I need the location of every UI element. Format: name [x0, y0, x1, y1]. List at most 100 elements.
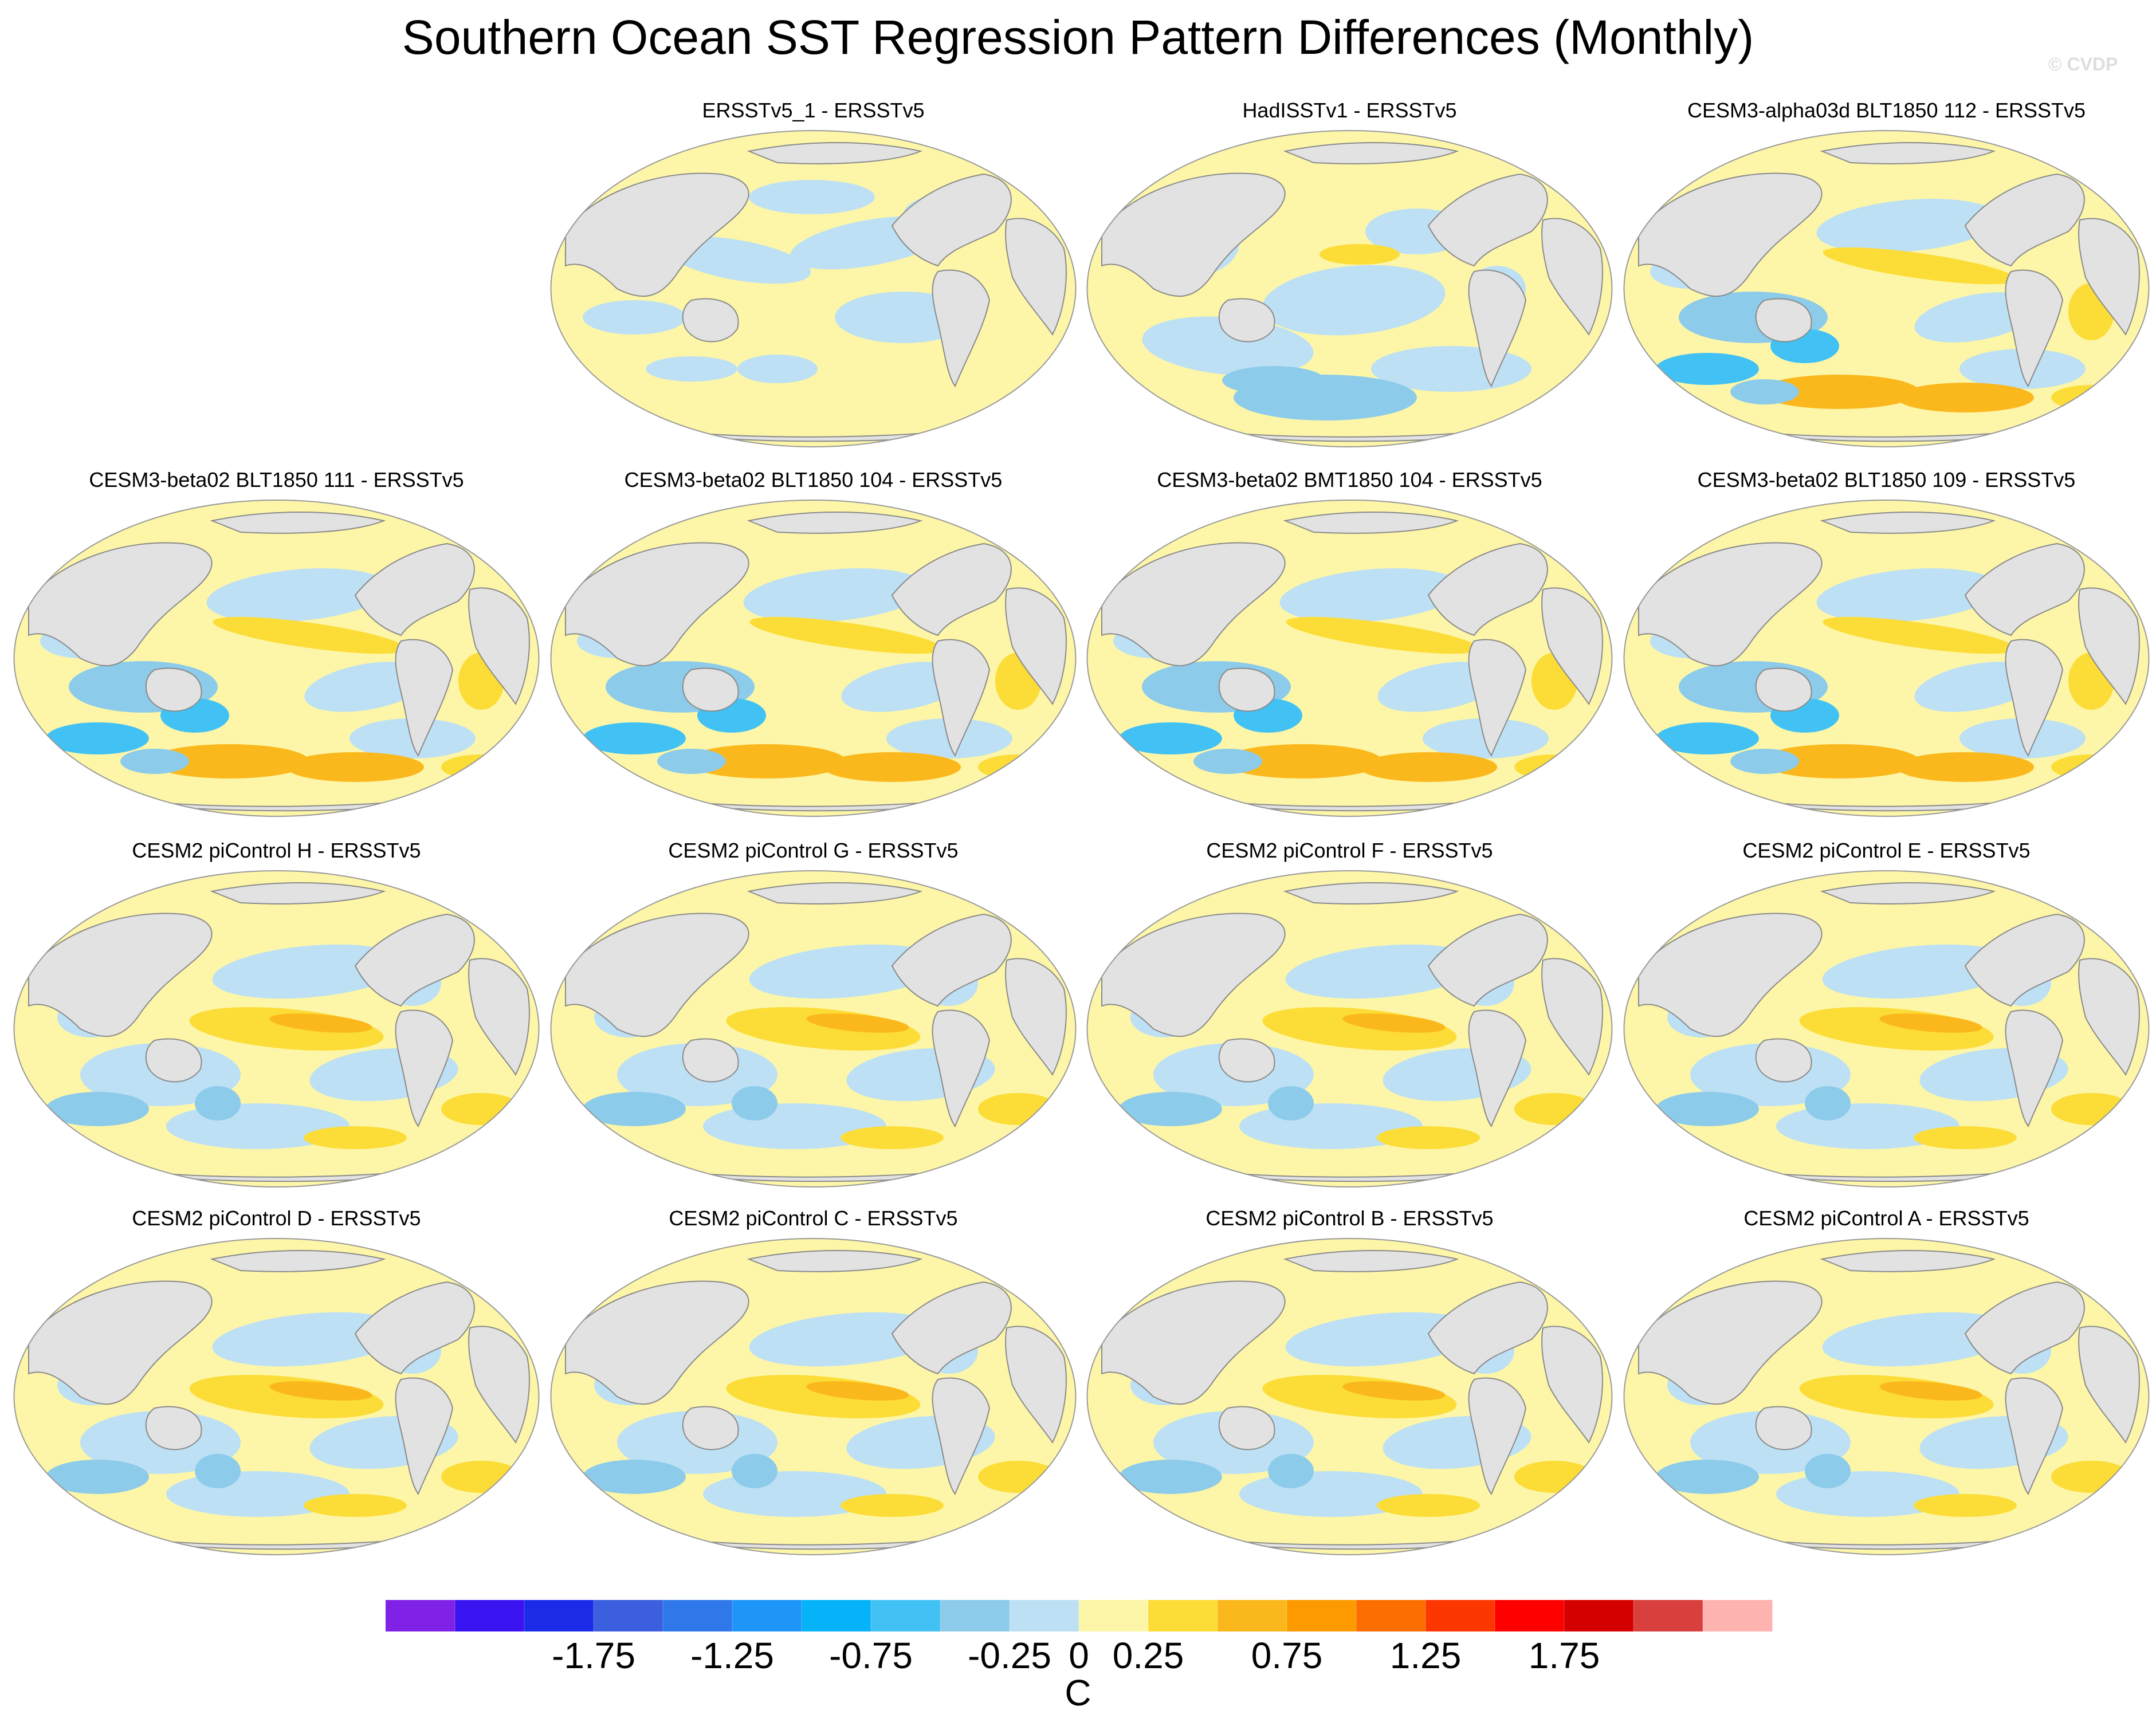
anomaly-region [441, 754, 521, 780]
anomaly-region [1914, 1126, 2017, 1149]
asia-landmass [28, 913, 213, 1037]
australia-landmass [1218, 1406, 1275, 1450]
north-america-landmass [1427, 542, 1548, 636]
anomaly-region [1816, 199, 2000, 253]
south-america-landmass [1468, 269, 1527, 388]
map-panel: CESM2 piControl E - ERSSTv5 [1621, 838, 2151, 1193]
map-panel: CESM2 piControl H - ERSSTv5 [11, 838, 541, 1193]
robinson-map [13, 1238, 540, 1555]
anomaly-region [806, 1013, 909, 1033]
colorbar-swatch [802, 1600, 871, 1631]
australia-landmass [682, 1038, 739, 1083]
colorbar-tick-label: 1.75 [1528, 1635, 1600, 1676]
map-border [1086, 130, 1613, 447]
anomaly-region [1823, 247, 2016, 285]
australia-landmass [145, 1406, 202, 1450]
anomaly-region [1119, 1092, 1222, 1126]
africa-landmass [2078, 218, 2140, 336]
anomaly-region [1193, 749, 1262, 774]
arctic-landmass [1283, 142, 1459, 164]
robinson-map [1623, 1238, 2150, 1555]
asia-landmass [565, 172, 749, 297]
africa-landmass [1005, 587, 1067, 705]
robinson-map [550, 130, 1077, 447]
anomaly-region [1730, 379, 1799, 404]
panel-title: CESM2 piControl F - ERSSTv5 [1206, 839, 1493, 862]
colorbar-swatch [1564, 1600, 1634, 1631]
anomaly-region [1268, 1086, 1314, 1120]
anomaly-region [1342, 1381, 1446, 1401]
anomaly-region [213, 616, 406, 654]
anomaly-region [841, 1126, 944, 1149]
africa-landmass [1541, 587, 1603, 705]
anomaly-region [1285, 944, 1480, 999]
south-america-landmass [2005, 1377, 2064, 1496]
asia-landmass [1101, 1280, 1286, 1405]
anomaly-region [806, 1381, 909, 1401]
anomaly-region [1360, 752, 1497, 782]
map-border [1623, 500, 2150, 817]
map-panel: ERSSTv5_1 - ERSSTv5 [548, 97, 1078, 453]
panel-title: CESM2 piControl A - ERSSTv5 [1743, 1206, 2029, 1230]
map-border [550, 870, 1077, 1188]
anomaly-region [743, 568, 926, 622]
arctic-landmass [747, 142, 923, 164]
anomaly-region [823, 752, 961, 782]
arctic-landmass [1820, 512, 1996, 534]
anomaly-region [646, 356, 737, 382]
anomaly-region [1656, 353, 1759, 385]
africa-landmass [1541, 1326, 1603, 1444]
colorbar-tick-label: -1.25 [690, 1635, 774, 1676]
map-panel: CESM2 piControl F - ERSSTv5 [1085, 838, 1615, 1193]
anomaly-region [1262, 265, 1446, 336]
page-title: Southern Ocean SST Regression Pattern Di… [402, 10, 1754, 64]
map-panel: CESM2 piControl B - ERSSTv5 [1085, 1205, 1615, 1560]
panel-title: CESM2 piControl B - ERSSTv5 [1205, 1206, 1494, 1230]
colorbar-swatch [1079, 1600, 1149, 1631]
map-border [550, 1238, 1077, 1555]
anomaly-region [657, 749, 726, 774]
anomaly-region [1119, 1460, 1222, 1494]
anomaly-region [46, 722, 149, 754]
robinson-map [1086, 130, 1613, 447]
anomaly-region [978, 754, 1058, 780]
africa-landmass [1005, 958, 1067, 1076]
africa-landmass [2078, 958, 2140, 1076]
south-america-landmass [932, 639, 991, 757]
colorbar-tick-label: 1.25 [1389, 1635, 1462, 1676]
anomaly-region [149, 744, 309, 779]
panel-title: CESM3-beta02 BMT1850 104 - ERSSTv5 [1157, 468, 1542, 492]
anomaly-region [1759, 375, 1919, 409]
north-america-landmass [1964, 173, 2085, 267]
arctic-landmass [1283, 882, 1459, 905]
anomaly-region [2051, 385, 2131, 410]
anomaly-region [583, 1460, 686, 1494]
colorbar-tick-label: -0.75 [829, 1635, 913, 1676]
australia-landmass [682, 667, 739, 712]
anomaly-region [749, 944, 944, 999]
anomaly-region [737, 355, 818, 383]
anomaly-region [441, 1093, 521, 1125]
anomaly-region [269, 1381, 372, 1401]
africa-landmass [1005, 1326, 1067, 1444]
south-america-landmass [395, 1009, 454, 1128]
map-panel: CESM2 piControl A - ERSSTv5 [1621, 1205, 2151, 1560]
robinson-map [1623, 130, 2150, 447]
robinson-map [550, 1238, 1077, 1555]
anomaly-region [583, 300, 686, 335]
map-border [550, 500, 1077, 817]
anomaly-region [269, 1013, 372, 1033]
anomaly-region [978, 1093, 1058, 1125]
anomaly-region [1268, 1454, 1314, 1488]
colorbar-swatch [455, 1600, 525, 1631]
anomaly-region [663, 236, 811, 284]
robinson-map [550, 870, 1077, 1188]
panel-title: CESM3-beta02 BLT1850 111 - ERSSTv5 [89, 468, 464, 492]
south-america-landmass [2005, 269, 2064, 388]
anomaly-region [441, 1461, 521, 1493]
anomaly-region [1879, 1013, 1982, 1033]
map-border [1623, 1238, 2150, 1555]
anomaly-region [749, 616, 943, 654]
anomaly-region [1285, 1312, 1480, 1367]
anomaly-region [1656, 1092, 1759, 1126]
